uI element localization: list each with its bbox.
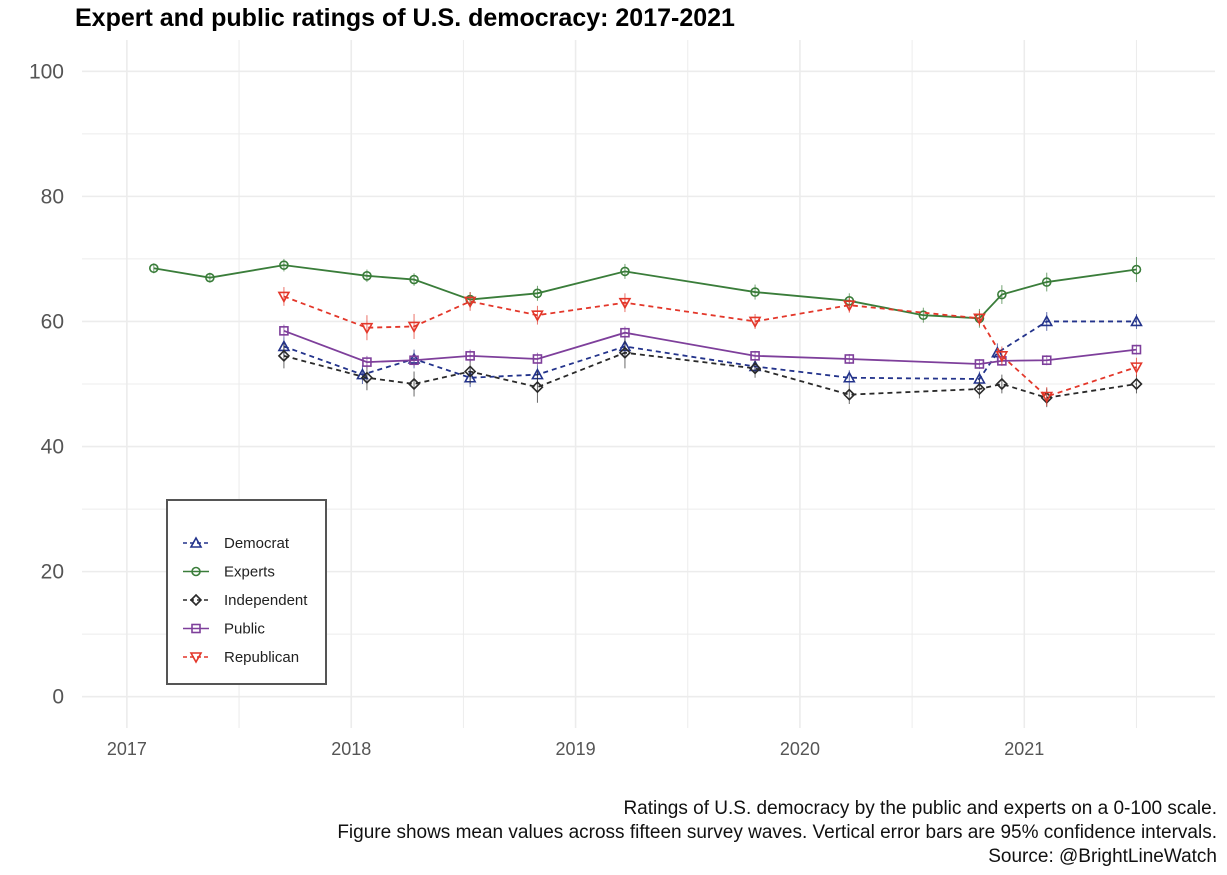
caption-line-3: Source: @BrightLineWatch — [988, 846, 1217, 867]
point-democrat — [1130, 314, 1143, 327]
point-experts — [279, 260, 289, 270]
legend-item-republican: Republican — [183, 649, 299, 666]
point-independent — [1130, 377, 1143, 391]
y-tick-label: 80 — [41, 185, 64, 208]
point-public — [532, 354, 543, 364]
point-experts — [205, 272, 215, 283]
legend-item-experts: Experts — [183, 564, 275, 581]
point-independent — [531, 380, 544, 394]
series-republican — [277, 287, 1143, 406]
line-democrat — [283, 320, 1137, 380]
point-experts — [997, 289, 1007, 300]
point-public — [465, 351, 475, 361]
caption-line-1: Ratings of U.S. democracy by the public … — [623, 798, 1217, 819]
point-public — [750, 351, 760, 361]
legend-item-public: Public — [183, 621, 265, 638]
point-public — [1041, 355, 1052, 366]
point-experts — [362, 270, 372, 281]
x-axis-ticks: 2017 2018 2019 2020 2021 — [107, 739, 1044, 759]
point-independent — [407, 377, 421, 391]
point-republican — [1040, 391, 1054, 404]
x-tick-label: 2018 — [331, 739, 371, 759]
legend-label-democrat: Democrat — [224, 535, 290, 552]
series-group — [148, 257, 1143, 408]
series-democrat — [277, 312, 1143, 388]
line-experts — [153, 264, 1137, 320]
point-public — [362, 357, 372, 367]
point-experts — [750, 287, 760, 297]
point-republican — [360, 322, 374, 335]
y-tick-label: 40 — [41, 436, 64, 459]
plot-grid — [82, 40, 1215, 728]
point-experts — [918, 310, 929, 321]
point-republican — [463, 296, 477, 309]
point-experts — [409, 274, 419, 285]
point-experts — [532, 288, 543, 299]
point-republican — [748, 316, 762, 329]
point-public — [974, 359, 985, 369]
x-tick-label: 2019 — [556, 739, 596, 759]
y-tick-label: 60 — [41, 310, 64, 333]
point-republican — [842, 300, 856, 312]
point-public — [279, 326, 289, 336]
caption-line-2: Figure shows mean values across fifteen … — [337, 822, 1217, 843]
point-republican — [277, 291, 291, 304]
point-experts — [620, 266, 630, 277]
series-public — [279, 324, 1142, 369]
legend: Democrat Experts Independent Public Republic… — [166, 499, 327, 685]
point-independent — [995, 377, 1008, 391]
legend-item-democrat: Democrat — [183, 535, 290, 552]
y-axis-ticks: 0 20 40 60 80 100 — [29, 60, 64, 708]
point-republican — [1130, 362, 1143, 374]
point-democrat — [842, 371, 856, 383]
point-independent — [748, 362, 762, 375]
point-independent — [618, 346, 632, 359]
y-tick-label: 100 — [29, 60, 64, 83]
x-tick-label: 2017 — [107, 739, 147, 759]
y-tick-label: 20 — [41, 561, 64, 584]
x-tick-label: 2021 — [1004, 739, 1044, 759]
chart-title: Expert and public ratings of U.S. democr… — [75, 4, 735, 32]
legend-marker-independent — [189, 593, 203, 607]
legend-label-experts: Experts — [224, 564, 275, 581]
legend-label-republican: Republican — [224, 649, 299, 666]
point-independent — [464, 365, 477, 378]
point-experts — [1041, 277, 1052, 287]
legend-label-independent: Independent — [224, 592, 308, 609]
point-public — [409, 355, 419, 366]
point-republican — [618, 297, 632, 310]
point-democrat — [1040, 314, 1054, 327]
point-republican — [531, 310, 544, 322]
point-experts — [148, 263, 159, 274]
line-republican — [283, 295, 1137, 398]
legend-marker-democrat — [189, 536, 203, 548]
legend-item-independent: Independent — [183, 592, 308, 609]
point-republican — [995, 351, 1009, 363]
y-tick-label: 0 — [52, 686, 64, 709]
point-public — [1131, 344, 1142, 355]
legend-label-public: Public — [224, 621, 265, 638]
point-independent — [277, 349, 291, 362]
x-tick-label: 2020 — [780, 739, 820, 759]
point-public — [620, 327, 630, 338]
point-independent — [973, 382, 986, 396]
legend-marker-public — [191, 623, 201, 634]
point-public — [844, 354, 855, 364]
legend-marker-republican — [189, 652, 203, 664]
line-public — [283, 329, 1137, 365]
point-republican — [973, 313, 986, 325]
point-independent — [843, 388, 856, 401]
legend-marker-experts — [191, 566, 201, 577]
point-republican — [407, 321, 421, 334]
point-experts — [1131, 264, 1142, 275]
series-experts — [148, 257, 1142, 328]
point-independent — [360, 371, 374, 384]
